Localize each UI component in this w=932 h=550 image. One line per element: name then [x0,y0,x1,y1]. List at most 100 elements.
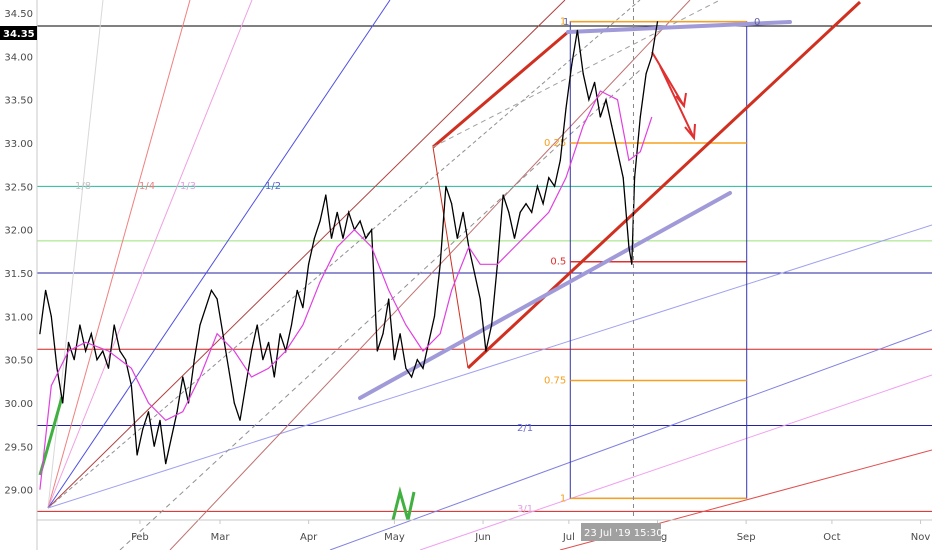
price-point [599,116,601,118]
price-point [113,324,115,326]
fan-line-2-1b [329,329,932,550]
crosshair-tag-box [581,523,661,541]
fib-level-label: 1 [560,493,566,504]
box-label: 0 [754,17,760,28]
fan-line-3-1 [419,374,932,550]
price-point [279,333,281,335]
y-tick-label: 31.50 [4,269,33,280]
price-point [67,341,70,343]
price-point [479,298,481,300]
fan-line-1-3 [47,0,253,509]
price-point [548,177,550,179]
resistance-trendline [566,20,792,34]
arrow-1-head [675,92,687,109]
price-point [462,211,464,213]
price-point [576,29,579,31]
price-point [428,341,430,343]
y-tick-label: 33.00 [4,139,33,150]
fan-label: 1/2 [265,181,281,192]
fan-line-2-1 [47,224,932,509]
price-point [359,220,361,222]
y-tick-label: 29.50 [4,442,33,453]
x-tick-label: May [384,532,405,543]
price-point [296,289,298,291]
price-point [433,315,436,317]
price-point [187,402,190,404]
price-point [170,437,172,439]
price-point [565,107,567,109]
price-point [239,419,241,421]
horizontal-lines [37,25,932,512]
price-tag-box [0,26,37,40]
price-point [302,307,304,309]
x-tick-label: Mar [211,532,231,543]
price-point [571,64,573,66]
channel-upper-line [432,30,569,149]
price-point [62,402,64,404]
fib-level-label: 0.5 [550,257,566,268]
price-point [422,367,424,369]
price-point [245,385,247,387]
y-tick-label: 32.50 [4,182,33,193]
price-point [365,237,367,239]
price-point [451,203,453,205]
price-point [262,359,264,361]
x-tick-label: Jul [562,532,575,543]
trend-channel [38,0,862,521]
price-point [182,376,184,378]
y-tick-label: 33.50 [4,96,33,107]
price-point [445,185,447,187]
price-point [656,21,659,23]
price-point [588,99,590,101]
price-point [371,229,373,231]
price-point [147,411,150,413]
price-point [393,359,395,361]
price-point [102,350,104,352]
price-point [519,211,521,213]
x-tick-label: Oct [823,532,840,543]
channel-connector [432,146,469,369]
price-point [651,55,653,57]
green-marker-bottom [391,486,416,521]
fan-label: 2/1 [517,423,533,434]
price-point [611,125,613,127]
price-tag-label: 34.35 [3,29,35,40]
crosshair-tag: 23 Jul '19 15:30 [581,523,663,541]
price-point [205,307,207,309]
price-point [193,359,195,361]
x-tick-label: Apr [300,532,318,543]
fib-level-label: 1 [560,17,566,28]
price-point [273,376,275,378]
fan-line-1-2 [47,0,391,509]
arrow-1 [651,51,685,107]
price-point [268,341,270,343]
price-point [45,289,47,291]
fan-label: 1/4 [139,181,155,192]
price-point [631,263,633,265]
price-series [39,21,659,490]
fib-level-label: 0.25 [544,138,566,149]
price-point [525,203,527,205]
price-point [165,463,167,465]
price-point [542,203,544,205]
price-point [210,289,212,291]
y-tick-label: 34.00 [4,52,33,63]
y-tick-label: 34.50 [4,9,33,20]
price-point [559,159,561,161]
price-point [159,419,161,421]
price-point [199,324,201,326]
fan-label: 1/8 [75,181,91,192]
price-point [582,73,584,75]
price-point [513,237,516,239]
price-point [119,350,121,352]
price-tag: 34.35 [0,26,37,40]
price-point [136,454,138,456]
price-point [382,333,384,335]
x-tick-label: Feb [131,532,149,543]
price-point [313,237,315,239]
y-tick-label: 29.00 [4,486,33,497]
price-point [233,402,235,404]
price-point [153,445,155,447]
